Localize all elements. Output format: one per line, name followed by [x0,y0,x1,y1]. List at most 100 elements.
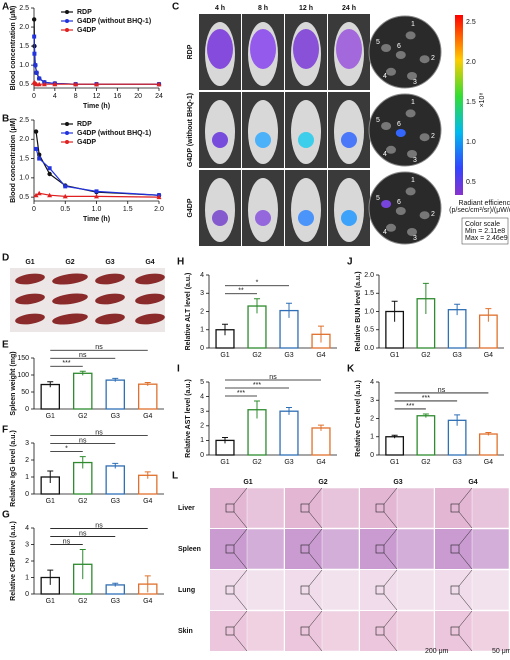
x-tick-label: G4 [143,413,152,420]
x-tick-label: G2 [421,459,430,466]
y-axis-label: Spleen weight (mg) [10,351,17,415]
panel-label: D [2,253,9,264]
scale-note-box [461,217,509,245]
zoom-lines [233,569,248,611]
error-bar [112,582,119,587]
zoom-box [225,585,235,595]
zoom-box [225,626,235,636]
scale-note: Max = 2.46e9 [465,235,508,242]
y-tick-label: 2.0 [19,136,29,143]
tissue-overview [285,488,322,528]
legend-label: G4DP [77,27,96,34]
x-tick-label: 4 [53,93,57,100]
y-tick-label: 0.0 [364,345,374,352]
x-tick-label: G4 [143,598,152,605]
marker [32,34,37,39]
marker [33,192,39,198]
organ-number: 6 [397,43,401,50]
error-bar [79,456,86,469]
organ [407,228,417,236]
organ-number: 4 [383,229,387,236]
bar [447,309,467,349]
y-tick-label: 4 [200,393,204,400]
colorbar [455,15,463,195]
marker [32,51,37,56]
legend-marker [65,140,69,144]
significance-label: *** [253,382,261,389]
row-label: RDP [187,44,194,59]
zoom-lines [233,610,248,652]
tissue-overview [360,488,397,528]
error-bar [254,298,260,314]
tissue-zoom [471,487,510,529]
y-axis-label: Relative IgG level (a.u.) [10,430,17,507]
organ [407,150,417,158]
organ [381,200,392,208]
y-tick-label: 1 [370,434,374,441]
significance-label: ns [63,538,71,545]
y-tick-label: 1 [25,574,29,581]
zoom-box [450,626,460,636]
tissue-zoom [246,528,285,570]
organ-number: 6 [397,199,401,206]
y-axis-label: Blood concentration (μM) [10,6,17,91]
tissue-overview [360,570,397,610]
organ [407,72,417,80]
x-tick-label: 2.0 [154,206,164,213]
y-tick-label: 2.0 [19,24,29,31]
x-tick-label: 8 [74,93,78,100]
legend-marker [65,131,69,135]
significance-label: *** [237,390,245,397]
marker [73,81,79,87]
y-tick-label: 50 [21,389,29,396]
spleen [135,293,165,305]
x-tick-label: G3 [111,498,120,505]
panel-label: H [177,257,184,268]
significance-label: * [256,280,259,287]
significance-label: ns [269,374,277,381]
legend-marker [65,122,69,126]
organ-number: 1 [411,177,415,184]
zoom-lines [308,569,323,611]
y-tick-label: 1.5 [19,43,29,50]
zoom-lines [308,528,323,570]
marker [94,81,99,87]
x-tick-label: 0 [32,93,36,100]
spleen [15,293,45,305]
x-tick-label: 12 [93,93,101,100]
marker [34,70,39,75]
y-tick-label: 4 [370,379,374,386]
significance-label: ns [95,344,103,351]
bar [416,415,436,456]
marker [62,193,68,199]
organ-dish [368,93,442,167]
zoom-box [450,585,460,595]
group-label: G1 [25,259,34,266]
x-tick-label: 0.5 [60,206,70,213]
fluorescence-signal [212,132,228,148]
zoom-lines [458,569,473,611]
error-bar [222,436,228,444]
colorbar-tick-label: 2.0 [466,59,476,66]
legend-label: RDP [77,121,92,128]
marker [52,81,58,87]
marker [37,76,42,81]
zoom-box [450,503,460,513]
tissue-zoom [396,528,435,570]
y-tick-label: 1.0 [19,175,29,182]
marker [36,190,42,196]
zoom-box [375,585,385,595]
error-bar [391,300,398,322]
x-tick-label: G3 [111,598,120,605]
tissue-zoom [246,487,285,529]
legend-label: G4DP [77,139,96,146]
scale-bar-label: 50 μm [492,648,510,655]
error-bar [144,471,151,479]
fluorescence-signal [293,29,319,69]
series-line [33,19,159,85]
tissue-label: Spleen [178,546,201,553]
zoom-lines [458,487,473,529]
scale-note: Color scale [465,221,500,228]
y-axis-label: Relative BUN level (a.u.) [355,271,362,351]
